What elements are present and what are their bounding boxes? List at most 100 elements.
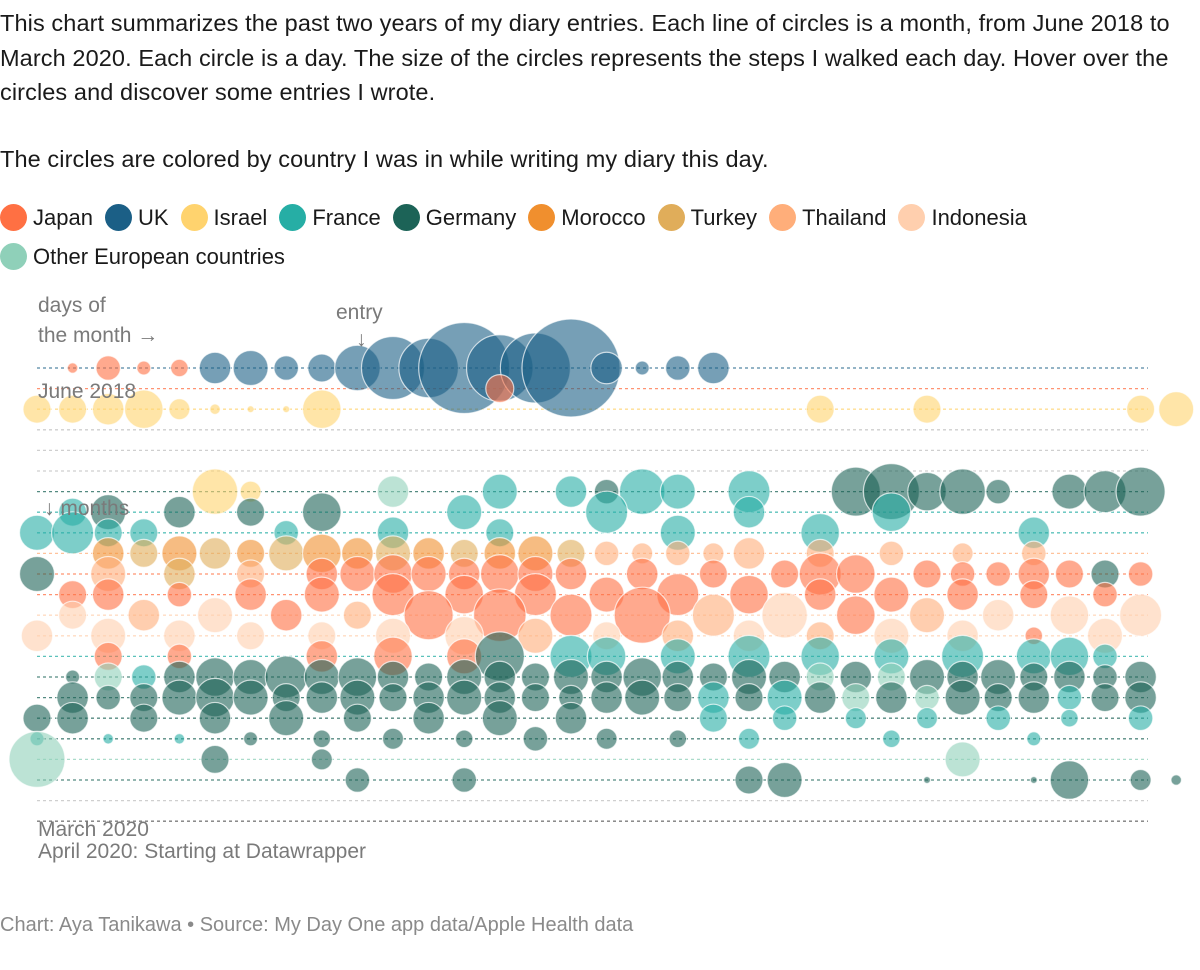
day-bubble[interactable] bbox=[549, 593, 593, 637]
day-bubble[interactable] bbox=[1125, 394, 1156, 424]
day-bubble[interactable] bbox=[20, 619, 54, 653]
day-bubble[interactable] bbox=[878, 540, 905, 567]
day-bubble[interactable] bbox=[381, 727, 405, 750]
day-bubble[interactable] bbox=[1019, 580, 1049, 610]
day-bubble[interactable] bbox=[91, 578, 125, 611]
day-bubble[interactable] bbox=[95, 355, 122, 381]
day-bubble[interactable] bbox=[1049, 760, 1090, 800]
day-bubble[interactable] bbox=[378, 683, 408, 713]
day-bubble[interactable] bbox=[729, 574, 769, 615]
day-bubble[interactable] bbox=[769, 559, 800, 589]
day-bubble[interactable] bbox=[634, 360, 650, 376]
day-bubble[interactable] bbox=[520, 683, 551, 713]
day-bubble[interactable] bbox=[1092, 581, 1118, 608]
day-bubble[interactable] bbox=[129, 703, 159, 733]
day-bubble[interactable] bbox=[554, 701, 588, 735]
day-bubble[interactable] bbox=[1060, 708, 1079, 728]
day-bubble[interactable] bbox=[590, 681, 623, 714]
day-bubble[interactable] bbox=[129, 538, 159, 568]
day-bubble[interactable] bbox=[873, 576, 910, 613]
day-bubble[interactable] bbox=[301, 492, 342, 533]
day-bubble[interactable] bbox=[232, 679, 269, 716]
day-bubble[interactable] bbox=[22, 394, 52, 424]
day-bubble[interactable] bbox=[481, 473, 518, 510]
day-bubble[interactable] bbox=[732, 495, 766, 529]
day-bubble[interactable] bbox=[1017, 681, 1051, 714]
day-bubble[interactable] bbox=[170, 358, 189, 378]
day-bubble[interactable] bbox=[663, 683, 693, 713]
day-bubble[interactable] bbox=[8, 730, 66, 788]
day-bubble[interactable] bbox=[198, 351, 232, 385]
day-bubble[interactable] bbox=[914, 684, 940, 711]
day-bubble[interactable] bbox=[1118, 593, 1163, 637]
day-bubble[interactable] bbox=[412, 701, 445, 735]
day-bubble[interactable] bbox=[771, 705, 798, 732]
day-bubble[interactable] bbox=[734, 765, 764, 795]
day-bubble[interactable] bbox=[136, 360, 152, 376]
day-bubble[interactable] bbox=[871, 492, 912, 533]
day-bubble[interactable] bbox=[912, 394, 942, 424]
day-bubble[interactable] bbox=[446, 494, 483, 531]
day-bubble[interactable] bbox=[698, 703, 729, 733]
day-bubble[interactable] bbox=[57, 394, 88, 424]
day-bubble[interactable] bbox=[595, 727, 618, 750]
day-bubble[interactable] bbox=[198, 701, 232, 735]
day-bubble[interactable] bbox=[209, 403, 221, 416]
day-bubble[interactable] bbox=[102, 732, 115, 745]
day-bubble[interactable] bbox=[198, 537, 232, 570]
day-bubble[interactable] bbox=[303, 576, 340, 613]
day-bubble[interactable] bbox=[236, 621, 266, 651]
day-bubble[interactable] bbox=[268, 535, 305, 572]
day-bubble[interactable] bbox=[191, 468, 239, 515]
day-bubble[interactable] bbox=[803, 578, 837, 611]
day-bubble[interactable] bbox=[915, 707, 939, 730]
day-bubble[interactable] bbox=[1090, 683, 1120, 713]
day-bubble[interactable] bbox=[732, 537, 766, 570]
day-bubble[interactable] bbox=[173, 732, 186, 745]
day-bubble[interactable] bbox=[951, 542, 974, 565]
day-bubble[interactable] bbox=[1127, 561, 1154, 587]
day-bubble[interactable] bbox=[691, 593, 736, 637]
day-bubble[interactable] bbox=[376, 475, 410, 508]
day-bubble[interactable] bbox=[1127, 705, 1154, 732]
day-bubble[interactable] bbox=[944, 679, 981, 716]
day-bubble[interactable] bbox=[312, 729, 332, 749]
day-bubble[interactable] bbox=[305, 681, 339, 714]
day-bubble[interactable] bbox=[805, 394, 835, 424]
day-bubble[interactable] bbox=[18, 555, 56, 593]
day-bubble[interactable] bbox=[307, 353, 337, 383]
day-bubble[interactable] bbox=[282, 405, 291, 414]
day-bubble[interactable] bbox=[310, 748, 333, 771]
day-bubble[interactable] bbox=[985, 478, 1012, 505]
day-bubble[interactable] bbox=[273, 355, 300, 381]
day-bubble[interactable] bbox=[844, 707, 867, 730]
day-bubble[interactable] bbox=[56, 701, 89, 735]
day-bubble[interactable] bbox=[339, 555, 376, 593]
day-bubble[interactable] bbox=[882, 729, 901, 749]
day-bubble[interactable] bbox=[446, 679, 483, 716]
day-bubble[interactable] bbox=[659, 473, 696, 510]
day-bubble[interactable] bbox=[234, 578, 267, 611]
day-bubble[interactable] bbox=[517, 617, 554, 654]
day-bubble[interactable] bbox=[697, 351, 730, 385]
day-bubble[interactable] bbox=[342, 600, 372, 630]
day-bubble[interactable] bbox=[939, 468, 986, 515]
day-bubble[interactable] bbox=[981, 598, 1015, 632]
day-bubble[interactable] bbox=[451, 767, 478, 793]
day-bubble[interactable] bbox=[371, 573, 415, 617]
day-bubble[interactable] bbox=[236, 497, 266, 527]
day-bubble[interactable] bbox=[835, 554, 876, 594]
day-bubble[interactable] bbox=[912, 559, 942, 589]
day-bubble[interactable] bbox=[95, 684, 122, 711]
day-bubble[interactable] bbox=[946, 578, 979, 611]
day-bubble[interactable] bbox=[803, 681, 837, 714]
day-bubble[interactable] bbox=[269, 598, 303, 632]
day-bubble[interactable] bbox=[922, 775, 932, 785]
day-bubble[interactable] bbox=[593, 540, 620, 567]
day-bubble[interactable] bbox=[613, 586, 671, 644]
day-bubble[interactable] bbox=[1115, 466, 1166, 517]
day-bubble[interactable] bbox=[1054, 559, 1085, 589]
day-bubble[interactable] bbox=[232, 349, 269, 387]
day-bubble[interactable] bbox=[454, 729, 474, 749]
day-bubble[interactable] bbox=[944, 741, 981, 778]
